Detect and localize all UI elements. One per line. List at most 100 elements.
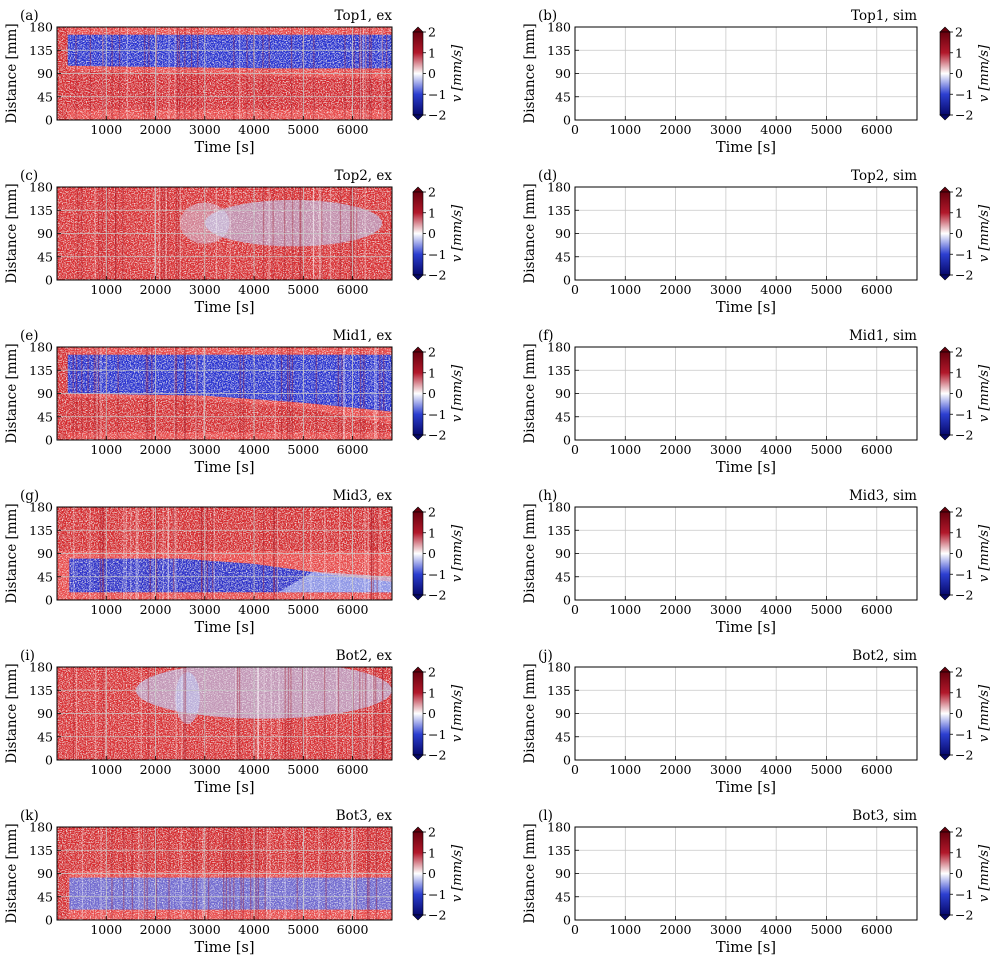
heatmap-area: 0 1000 2000 3000 4000 5000 6000 0 45 90 135 180(b) T…	[522, 8, 918, 156]
panel-e: 1000 2000 3000 4000 5000 6000 0 45 90 135 180(e) Mi…	[4, 328, 465, 476]
x-axis-label: Time [s]	[194, 620, 254, 636]
colorbar-extend-top	[939, 186, 951, 193]
colorbar-tick-label: 2	[955, 825, 963, 840]
heatmap-area: 1000 2000 3000 4000 5000 6000 0 45 90 135 180(c) To…	[4, 168, 393, 316]
colorbar-tick-label: 2	[955, 185, 963, 200]
x-tick-label: 2000	[140, 442, 172, 457]
panel-title: Bot3, sim	[852, 808, 917, 824]
colorbar-tick-label: 2	[428, 345, 436, 360]
colorbar-gradient	[939, 31, 951, 116]
colorbar-gradient	[412, 831, 424, 916]
panel-letter: (c)	[20, 168, 38, 184]
x-tick-label: 4000	[760, 122, 792, 137]
heatmap-area: 1000 2000 3000 4000 5000 6000 0 45 90 135 180(i) Bo…	[4, 648, 393, 796]
x-tick-label: 6000	[861, 602, 893, 617]
colorbar-tick-label: 1	[428, 365, 436, 380]
colorbar-tick-label: 0	[955, 546, 963, 561]
colorbar-extend-top	[412, 826, 424, 833]
x-axis-label: Time [s]	[716, 460, 776, 476]
colorbar-tick-label: −1	[955, 407, 973, 422]
x-axis-label: Time [s]	[194, 300, 254, 316]
y-tick-label: 0	[45, 273, 53, 288]
x-tick-label: 3000	[710, 762, 742, 777]
colorbar-tick-label: −2	[428, 748, 446, 763]
colorbar-label: v [mm/s]	[977, 44, 992, 102]
colorbar-extend-top	[412, 186, 424, 193]
y-tick-label: 90	[37, 866, 53, 881]
x-tick-label: 4000	[238, 442, 270, 457]
y-axis-label: Distance [mm]	[4, 663, 20, 763]
x-tick-label: 3000	[710, 122, 742, 137]
panel-letter: (a)	[20, 8, 39, 24]
x-tick-label: 3000	[710, 922, 742, 937]
colorbar-tick-label: −2	[955, 108, 973, 123]
panel-b: 0 1000 2000 3000 4000 5000 6000 0 45 90 135 180(b) T…	[522, 8, 992, 156]
colorbar-tick-label: 1	[955, 685, 963, 700]
colorbar-tick-label: 1	[955, 205, 963, 220]
x-tick-label: 4000	[238, 602, 270, 617]
colorbar-gradient	[412, 191, 424, 276]
x-axis-label: Time [s]	[716, 300, 776, 316]
y-axis-label: Distance [mm]	[522, 663, 538, 763]
colorbar: 2 1 0 −1 −2 v [mm/s]	[939, 665, 992, 763]
x-tick-label: 2000	[660, 602, 692, 617]
x-tick-label: 4000	[760, 762, 792, 777]
colorbar-tick-label: 0	[955, 866, 963, 881]
colorbar-label: v [mm/s]	[977, 844, 992, 902]
panel-letter: (e)	[20, 328, 39, 344]
y-tick-label: 0	[563, 913, 571, 928]
y-tick-label: 45	[555, 729, 571, 744]
x-tick-label: 4000	[238, 922, 270, 937]
y-tick-label: 180	[29, 820, 53, 835]
colorbar-tick-label: −1	[428, 887, 446, 902]
colorbar-tick-label: 2	[428, 185, 436, 200]
panel-title: Bot2, sim	[852, 648, 917, 664]
colorbar-tick-label: 2	[428, 825, 436, 840]
heatmap-area: 0 1000 2000 3000 4000 5000 6000 0 45 90 135 180(l) B…	[522, 808, 918, 956]
colorbar-gradient	[939, 351, 951, 436]
x-tick-label: 0	[571, 122, 579, 137]
panel-g: 1000 2000 3000 4000 5000 6000 0 45 90 135 180(g) Mi…	[4, 488, 465, 636]
colorbar-extend-top	[412, 26, 424, 33]
colorbar-tick-label: −1	[955, 567, 973, 582]
y-tick-label: 0	[45, 753, 53, 768]
colorbar-label: v [mm/s]	[450, 44, 465, 102]
colorbar-extend-bottom	[412, 114, 424, 121]
colorbar-tick-label: 0	[428, 866, 436, 881]
x-tick-label: 5000	[287, 762, 319, 777]
colorbar: 2 1 0 −1 −2 v [mm/s]	[412, 185, 465, 283]
x-axis-label: Time [s]	[716, 940, 776, 956]
panel-letter: (d)	[538, 168, 557, 184]
y-axis-label: Distance [mm]	[522, 343, 538, 443]
colorbar-label: v [mm/s]	[450, 684, 465, 742]
y-tick-label: 180	[29, 340, 53, 355]
x-tick-label: 0	[571, 442, 579, 457]
colorbar: 2 1 0 −1 −2 v [mm/s]	[939, 825, 992, 923]
x-tick-label: 6000	[861, 282, 893, 297]
x-tick-label: 6000	[861, 442, 893, 457]
colorbar-extend-bottom	[412, 594, 424, 601]
x-tick-label: 2000	[140, 922, 172, 937]
colorbar-extend-bottom	[412, 274, 424, 281]
y-tick-label: 180	[29, 660, 53, 675]
panel-k: 1000 2000 3000 4000 5000 6000 0 45 90 135 180(k) Bo…	[4, 808, 465, 956]
x-tick-label: 2000	[140, 282, 172, 297]
colorbar-tick-label: 1	[955, 525, 963, 540]
x-axis-label: Time [s]	[194, 140, 254, 156]
colorbar-tick-label: 2	[955, 505, 963, 520]
x-tick-label: 0	[571, 922, 579, 937]
y-tick-label: 135	[547, 523, 571, 538]
x-tick-label: 5000	[811, 282, 843, 297]
x-tick-label: 4000	[760, 602, 792, 617]
y-axis-label: Distance [mm]	[522, 823, 538, 923]
x-axis-label: Time [s]	[194, 940, 254, 956]
y-tick-label: 45	[37, 729, 53, 744]
colorbar-tick-label: 2	[955, 345, 963, 360]
y-tick-label: 45	[37, 569, 53, 584]
x-tick-label: 2000	[660, 762, 692, 777]
colorbar-tick-label: −2	[955, 588, 973, 603]
panel-letter: (k)	[20, 808, 39, 824]
panel-title: Top2, ex	[334, 168, 392, 184]
panel-f: 0 1000 2000 3000 4000 5000 6000 0 45 90 135 180(f) M…	[522, 328, 992, 476]
y-axis-label: Distance [mm]	[4, 823, 20, 923]
